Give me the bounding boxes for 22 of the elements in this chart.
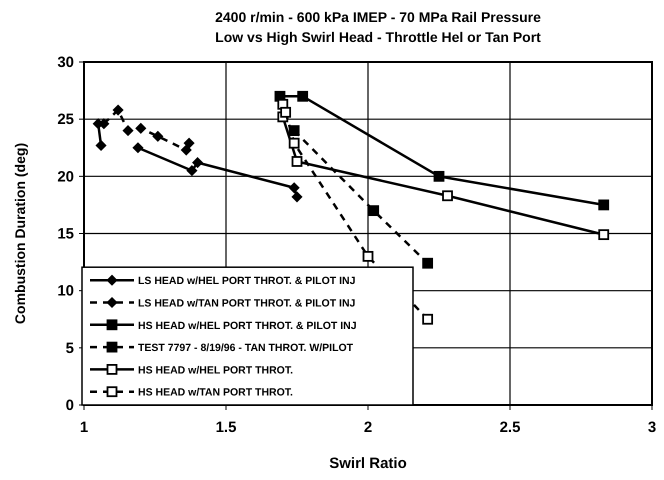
legend-label: HS HEAD w/HEL PORT THROT. (138, 364, 294, 376)
legend-label: HS HEAD w/HEL PORT THROT. & PILOT INJ (138, 320, 357, 332)
y-axis-title: Combustion Duration (deg) (12, 142, 28, 324)
chart-title: 2400 r/min - 600 kPa IMEP - 70 MPa Rail Pressure (215, 9, 542, 25)
legend-label: LS HEAD w/HEL PORT THROT. & PILOT INJ (138, 275, 356, 288)
y-tick-label: 30 (57, 54, 74, 71)
legend-label: TEST 7797 - 8/19/96 - TAN THROT. W/PILOT (138, 342, 354, 354)
y-tick-label: 25 (57, 111, 74, 128)
x-tick-label: 2.5 (500, 419, 520, 436)
x-tick-label: 1.5 (216, 419, 236, 436)
y-tick-label: 15 (57, 226, 74, 242)
x-tick-label: 3 (648, 419, 656, 436)
y-tick-label: 10 (57, 282, 74, 300)
y-tick-label: 5 (66, 340, 74, 357)
y-tick-label: 0 (66, 397, 74, 414)
legend-label: HS HEAD w/TAN PORT THROT. (138, 386, 294, 399)
x-axis-title: Swirl Ratio (329, 455, 407, 472)
legend-label: LS HEAD w/TAN PORT THROT. & PILOT INJ (138, 298, 356, 310)
x-tick-label: 2 (364, 419, 372, 436)
y-tick-label: 20 (57, 168, 74, 186)
x-tick-label: 1 (80, 419, 88, 436)
chart-subtitle: Low vs High Swirl Head - Throttle Hel or Tan Port (215, 29, 542, 45)
